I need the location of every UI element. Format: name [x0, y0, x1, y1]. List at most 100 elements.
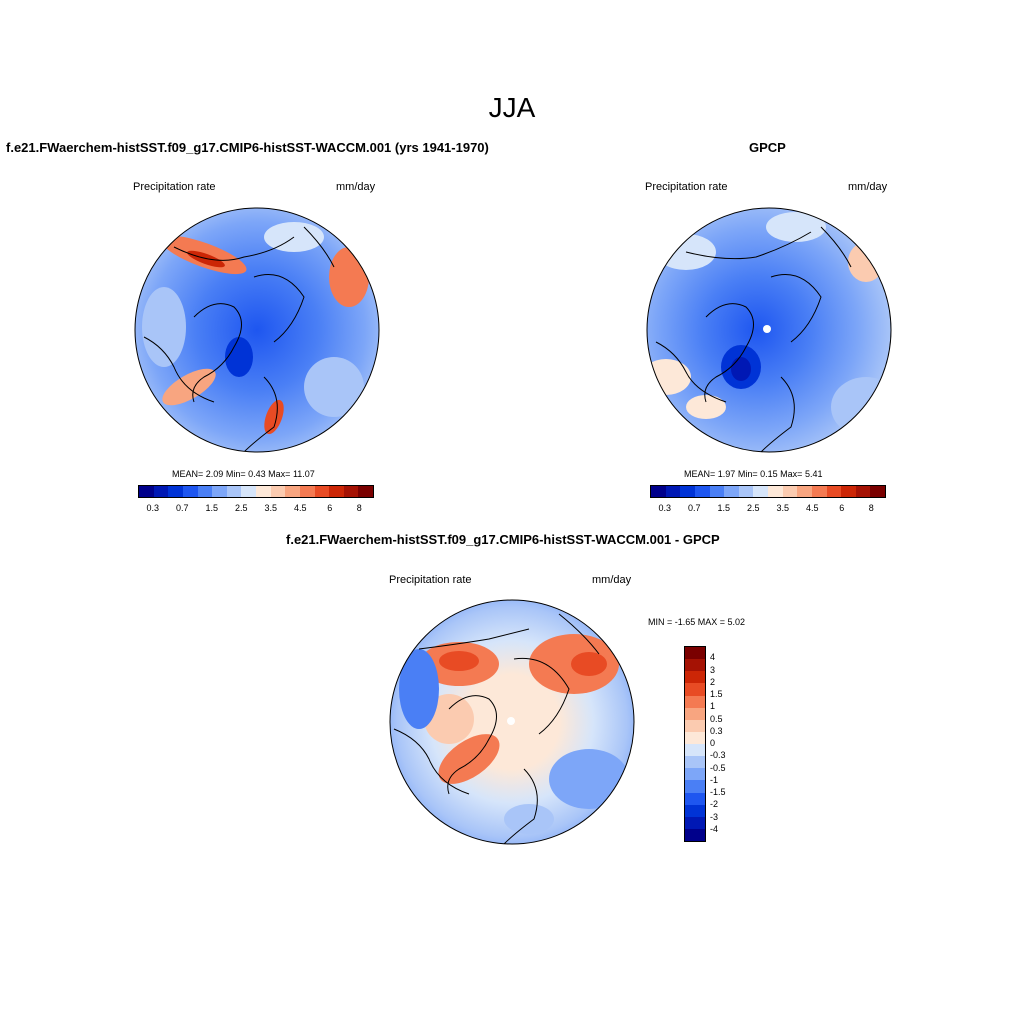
obs-variable-label: Precipitation rate: [645, 181, 728, 193]
colorbar-swatch: [826, 486, 842, 497]
colorbar-swatch: [841, 486, 856, 497]
obs-max-label: Max=: [780, 469, 803, 479]
model-min-value: 0.43: [248, 469, 266, 479]
colorbar-tick-label: 0.5: [710, 713, 723, 724]
colorbar-swatch: [694, 486, 710, 497]
obs-polar-map: [646, 207, 892, 453]
colorbar-tick-label: -0.3: [710, 750, 726, 761]
colorbar-swatch: [753, 486, 768, 497]
colorbar-tick-label: 4: [710, 652, 716, 663]
colorbar-tick-label: 2.5: [746, 503, 760, 513]
colorbar-tick-label: 3: [710, 664, 716, 675]
colorbar-tick-label: 4.5: [805, 503, 819, 513]
obs-units-label: mm/day: [848, 181, 888, 193]
colorbar-swatch: [685, 780, 705, 793]
colorbar-swatch: [685, 756, 705, 769]
colorbar-tick-label: -1: [710, 774, 719, 785]
colorbar-tick-label: -4: [710, 823, 719, 834]
colorbar-swatch: [256, 486, 271, 497]
colorbar-swatch: [197, 486, 213, 497]
colorbar-swatch: [768, 486, 783, 497]
obs-mean-label: MEAN=: [684, 469, 716, 479]
colorbar-swatch: [139, 486, 154, 497]
colorbar-tick-label: -0.5: [710, 762, 726, 773]
diff-polar-map: [389, 599, 635, 845]
model-units-label: mm/day: [336, 181, 376, 193]
colorbar-swatch: [651, 486, 666, 497]
colorbar-swatch: [358, 486, 373, 497]
colorbar-tick-label: 8: [356, 503, 362, 513]
obs-min-label: Min=: [737, 469, 758, 479]
colorbar-tick-label: 0: [710, 738, 716, 748]
colorbar-swatch: [685, 647, 705, 660]
colorbar-swatch: [709, 486, 725, 497]
colorbar-tick-label: 1: [710, 701, 716, 712]
colorbar-tick-label: 1.5: [205, 503, 218, 513]
colorbar-swatch: [685, 683, 705, 696]
diff-colorbar: [684, 646, 706, 842]
colorbar-swatch: [685, 695, 705, 708]
colorbar-tick-label: 0.7: [687, 503, 701, 513]
figure-title: JJA: [488, 92, 536, 123]
colorbar-tick-label: 6: [327, 503, 333, 513]
colorbar-tick-label: 0.3: [710, 725, 723, 736]
colorbar-swatch: [685, 731, 705, 744]
diff-variable-label: Precipitation rate: [389, 574, 472, 586]
colorbar-tick-label: -2: [710, 799, 719, 810]
colorbar-swatch: [665, 486, 681, 497]
model-variable-label: Precipitation rate: [133, 181, 216, 193]
colorbar-swatch: [855, 486, 871, 497]
colorbar-swatch: [285, 486, 300, 497]
model-panel-title: f.e21.FWaerchem-histSST.f09_g17.CMIP6-hi…: [6, 140, 489, 155]
colorbar-swatch: [212, 486, 227, 497]
colorbar-swatch: [241, 486, 256, 497]
obs-colorbar: [650, 485, 886, 498]
obs-panel-title: GPCP: [749, 140, 786, 155]
colorbar-tick-label: 1.5: [710, 689, 723, 699]
colorbar-swatch: [724, 486, 739, 497]
colorbar-swatch: [685, 659, 705, 672]
colorbar-swatch: [270, 486, 286, 497]
colorbar-swatch: [314, 486, 330, 497]
colorbar-tick-label: 4.5: [293, 503, 307, 513]
colorbar-swatch: [153, 486, 169, 497]
model-stats: MEAN= 2.09 Min= 0.43 Max= 11.07: [172, 469, 315, 479]
obs-max-value: 5.41: [804, 469, 823, 479]
colorbar-tick-label: 0.3: [146, 503, 159, 513]
model-mean-label: MEAN=: [172, 469, 204, 479]
colorbar-swatch: [685, 828, 705, 841]
model-colorbar: [138, 485, 374, 498]
colorbar-swatch: [811, 486, 827, 497]
colorbar-swatch: [168, 486, 183, 497]
colorbar-swatch: [797, 486, 812, 497]
colorbar-swatch: [685, 804, 705, 817]
obs-stats: MEAN= 1.97 Min= 0.15 Max= 5.41: [684, 469, 822, 479]
colorbar-swatch: [738, 486, 754, 497]
model-max-label: Max=: [268, 469, 291, 479]
diff-panel-title: f.e21.FWaerchem-histSST.f09_g17.CMIP6-hi…: [286, 532, 720, 547]
obs-min-value: 0.15: [760, 469, 778, 479]
colorbar-swatch: [329, 486, 344, 497]
model-max-value: 11.07: [292, 469, 315, 479]
colorbar-swatch: [299, 486, 315, 497]
colorbar-tick-label: 2.5: [234, 503, 248, 513]
colorbar-tick-label: 3.5: [776, 503, 789, 513]
colorbar-swatch: [685, 719, 705, 732]
colorbar-tick-label: 8: [868, 503, 874, 513]
colorbar-tick-label: 0.3: [658, 503, 671, 513]
colorbar-swatch: [685, 707, 705, 720]
obs-mean-value: 1.97: [717, 469, 736, 479]
colorbar-swatch: [680, 486, 695, 497]
colorbar-tick-label: 6: [839, 503, 845, 513]
colorbar-swatch: [870, 486, 885, 497]
colorbar-swatch: [685, 768, 705, 781]
colorbar-swatch: [685, 816, 705, 829]
colorbar-tick-label: 0.7: [175, 503, 189, 513]
model-mean-value: 2.09: [205, 469, 224, 479]
diff-minmax: MIN = -1.65 MAX = 5.02: [648, 617, 746, 627]
colorbar-swatch: [685, 792, 705, 805]
colorbar-swatch: [182, 486, 198, 497]
colorbar-tick-label: 1.5: [717, 503, 730, 513]
colorbar-swatch: [226, 486, 242, 497]
colorbar-tick-label: -1.5: [710, 787, 726, 797]
